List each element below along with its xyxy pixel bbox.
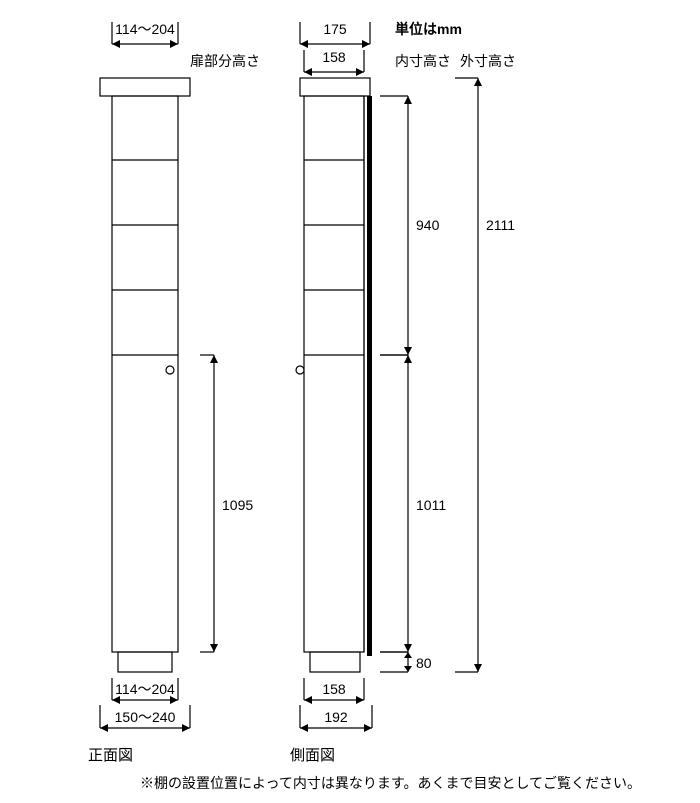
dim-side-top-outer: 175	[300, 21, 370, 48]
dim-front-bottom-inner: 114～204	[112, 678, 178, 704]
dim-front-top-width: 114～204	[112, 21, 178, 48]
dim-value: 2111	[486, 217, 515, 233]
front-cabinet	[100, 78, 190, 672]
dim-value: 150～240	[115, 709, 176, 725]
dim-value: 114～204	[115, 21, 175, 37]
dim-value: 192	[324, 709, 348, 725]
dim-value: 158	[322, 681, 346, 697]
dim-side-top-inner: 158	[304, 49, 364, 76]
dim-value: 940	[416, 217, 440, 233]
label-inner-height: 内寸高さ	[395, 53, 451, 69]
dim-value: 80	[416, 655, 432, 671]
label-outer-height: 外寸高さ	[460, 53, 516, 69]
dim-value: 175	[323, 21, 347, 37]
title-front: 正面図	[88, 747, 133, 764]
dim-side-bottom-inner: 158	[304, 678, 364, 704]
dim-value: 114～204	[115, 681, 175, 697]
dim-value: 1011	[416, 497, 446, 513]
dim-inner-upper: 940	[380, 96, 440, 355]
footer-note: ※棚の設置位置によって内寸は異なります。あくまで目安としてご覧ください。	[140, 775, 641, 791]
dim-side-bottom-outer: 192	[300, 705, 372, 732]
title-side: 側面図	[290, 747, 335, 764]
dim-base-height: 80	[380, 652, 432, 672]
label-door-height: 扉部分高さ	[190, 53, 260, 69]
side-cabinet	[296, 78, 372, 672]
technical-drawing: 114～204 単位はmm 扉部分高さ	[0, 0, 700, 798]
dim-value: 1095	[222, 497, 253, 513]
dim-front-bottom-outer: 150～240	[100, 705, 190, 732]
dim-value: 158	[322, 49, 346, 65]
dim-door-height: 1095	[200, 355, 253, 652]
units-label: 単位はmm	[395, 21, 462, 37]
dim-outer-height: 2111	[455, 78, 515, 672]
dim-inner-lower: 1011	[380, 355, 446, 652]
side-view: 175 158 内寸高さ 外寸高さ	[290, 21, 516, 764]
